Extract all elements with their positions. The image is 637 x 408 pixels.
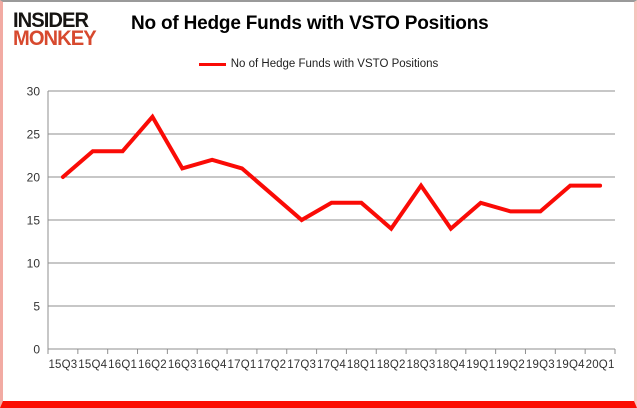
y-axis-tick-label: 15 <box>27 214 41 228</box>
y-axis-tick-label: 10 <box>27 257 41 271</box>
legend-line-swatch <box>198 62 226 66</box>
x-axis-tick-label: 18Q4 <box>436 359 465 371</box>
x-axis-tick-label: 19Q2 <box>496 359 525 371</box>
logo-text-insider: INSIDER <box>13 9 89 32</box>
x-axis-tick-label: 17Q3 <box>287 359 316 371</box>
x-axis-tick-label: 17Q1 <box>228 359 257 371</box>
x-axis-tick-label: 15Q3 <box>48 359 77 371</box>
y-axis-tick-label: 25 <box>27 128 41 142</box>
legend: No of Hedge Funds with VSTO Positions <box>3 58 634 70</box>
x-axis-tick-label: 17Q2 <box>257 359 286 371</box>
x-axis-tick-label: 18Q3 <box>407 359 436 371</box>
y-axis-tick-label: 5 <box>33 300 40 314</box>
legend-series-label: No of Hedge Funds with VSTO Positions <box>230 58 439 70</box>
logo-text-monkey: MONKEY <box>13 27 97 51</box>
chart-title: No of Hedge Funds with VSTO Positions <box>131 13 489 34</box>
y-axis-tick-label: 30 <box>27 85 41 99</box>
x-axis-tick-label: 18Q1 <box>347 359 376 371</box>
x-axis-tick-label: 16Q1 <box>108 359 137 371</box>
x-axis-tick-label: 18Q2 <box>377 359 406 371</box>
x-axis-tick-label: 19Q3 <box>526 359 555 371</box>
series-line <box>60 113 603 232</box>
y-axis-tick-label: 20 <box>27 171 41 185</box>
x-axis-tick-label: 19Q1 <box>466 359 495 371</box>
x-axis-tick-label: 17Q4 <box>317 359 346 371</box>
x-axis-tick-label: 16Q2 <box>138 359 167 371</box>
x-axis-tick-label: 19Q4 <box>556 359 585 371</box>
x-axis-tick-label: 16Q4 <box>198 359 227 371</box>
x-axis-tick-label: 15Q4 <box>78 359 107 371</box>
line-chart: 0 5 10 15 20 25 30 15Q3 15Q4 16Q1 16Q2 16Q3 16Q4 17Q1… <box>27 85 616 371</box>
x-axis-tick-label: 16Q3 <box>168 359 197 371</box>
insider-monkey-logo: INSIDER MONKEY <box>13 9 97 51</box>
x-axis-tick-label: 20Q1 <box>586 359 615 371</box>
y-axis-tick-label: 0 <box>33 343 40 357</box>
